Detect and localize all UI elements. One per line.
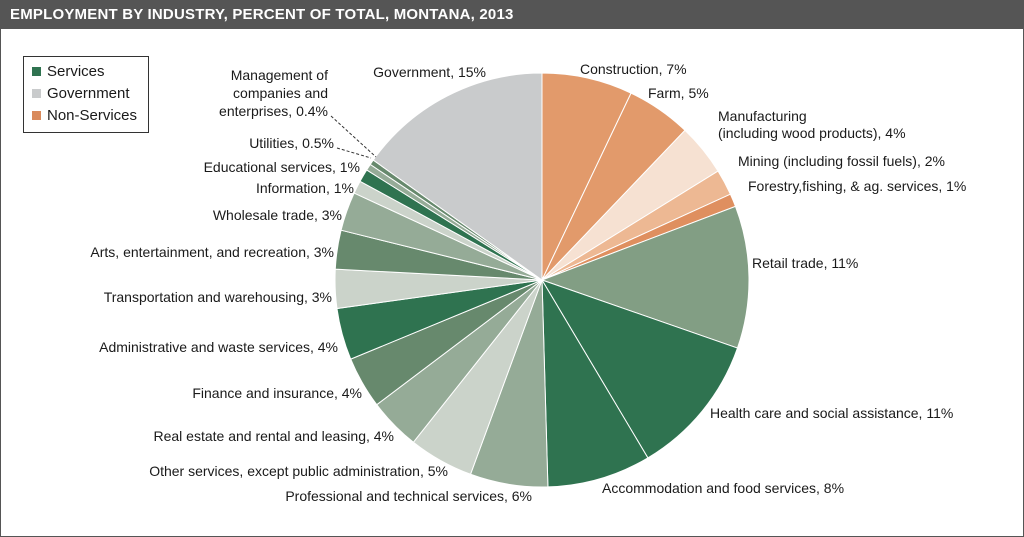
slice-label-line: Manufacturing bbox=[718, 108, 807, 124]
slice-label-line: (including wood products), 4% bbox=[718, 125, 906, 141]
slice-label-line: Arts, entertainment, and recreation, 3% bbox=[90, 244, 334, 260]
slice-label-line: Wholesale trade, 3% bbox=[213, 207, 342, 223]
slice-label: Arts, entertainment, and recreation, 3% bbox=[90, 244, 334, 260]
slice-label-line: Accommodation and food services, 8% bbox=[602, 480, 844, 496]
slice-label: Management of companies and enterprises, 0… bbox=[219, 67, 328, 119]
legend-swatch-services bbox=[32, 66, 41, 76]
slice-label: Information, 1% bbox=[256, 180, 354, 196]
legend-label-services: Services bbox=[47, 62, 105, 80]
slice-label-line: Information, 1% bbox=[256, 180, 354, 196]
slice-label-line: Mining (including fossil fuels), 2% bbox=[738, 153, 945, 169]
slice-label: Manufacturing (including wood products), … bbox=[718, 108, 906, 141]
legend-item-services: Services bbox=[32, 61, 105, 81]
slice-label: Utilities, 0.5% bbox=[249, 135, 334, 151]
slice-label: Educational services, 1% bbox=[204, 159, 360, 175]
legend-label-non-services: Non-Services bbox=[47, 106, 138, 124]
legend: Services Government Non-Services bbox=[23, 56, 149, 133]
legend-swatch-government bbox=[32, 88, 41, 98]
leader-line bbox=[336, 147, 372, 159]
pie-slice bbox=[372, 72, 543, 281]
slice-label: Health care and social assistance, 11% bbox=[710, 405, 953, 421]
slice-label-line: Educational services, 1% bbox=[204, 159, 360, 175]
slice-label-line: Other services, except public administra… bbox=[149, 463, 448, 479]
slice-label-line: Retail trade, 11% bbox=[752, 255, 858, 271]
slice-label-line: Finance and insurance, 4% bbox=[192, 385, 362, 401]
legend-swatch-non-services bbox=[32, 110, 41, 120]
pie-slice bbox=[540, 279, 739, 459]
slice-label: Construction, 7% bbox=[580, 61, 687, 77]
slice-label: Accommodation and food services, 8% bbox=[602, 480, 844, 496]
slice-label-line: Real estate and rental and leasing, 4% bbox=[154, 428, 395, 444]
slice-label: Government, 15% bbox=[373, 64, 486, 80]
leader-line bbox=[330, 115, 377, 158]
slice-label-line: Professional and technical services, 6% bbox=[285, 488, 532, 504]
pie-slice bbox=[541, 278, 649, 488]
slice-label-line: enterprises, 0.4% bbox=[219, 103, 328, 119]
slice-label: Finance and insurance, 4% bbox=[192, 385, 362, 401]
slice-label-line: Construction, 7% bbox=[580, 61, 687, 77]
slice-label-line: Administrative and waste services, 4% bbox=[99, 339, 338, 355]
slice-label: Mining (including fossil fuels), 2% bbox=[738, 153, 945, 169]
slice-label: Forestry,fishing, & ag. services, 1% bbox=[748, 178, 966, 194]
slice-label-line: Government, 15% bbox=[373, 64, 486, 80]
chart-title: EMPLOYMENT BY INDUSTRY, PERCENT OF TOTAL… bbox=[10, 6, 514, 23]
slice-label-line: Forestry,fishing, & ag. services, 1% bbox=[748, 178, 966, 194]
slice-label: Other services, except public administra… bbox=[149, 463, 448, 479]
slice-label: Farm, 5% bbox=[648, 85, 709, 101]
slice-label-line: companies and bbox=[233, 85, 328, 101]
slice-label: Retail trade, 11% bbox=[752, 255, 858, 271]
slice-label: Real estate and rental and leasing, 4% bbox=[154, 428, 395, 444]
slice-label-line: Health care and social assistance, 11% bbox=[710, 405, 953, 421]
slice-label-line: Management of bbox=[231, 67, 328, 83]
slice-label-line: Transportation and warehousing, 3% bbox=[104, 289, 332, 305]
slice-label-line: Farm, 5% bbox=[648, 85, 709, 101]
legend-label-government: Government bbox=[47, 84, 130, 102]
slice-label: Professional and technical services, 6% bbox=[285, 488, 532, 504]
legend-item-non-services: Non-Services bbox=[32, 105, 137, 125]
slice-label: Wholesale trade, 3% bbox=[213, 207, 342, 223]
slice-label: Administrative and waste services, 4% bbox=[99, 339, 338, 355]
pie-slice bbox=[540, 205, 750, 349]
legend-item-government: Government bbox=[32, 83, 130, 103]
title-bar: EMPLOYMENT BY INDUSTRY, PERCENT OF TOTAL… bbox=[1, 1, 1023, 29]
slice-label: Transportation and warehousing, 3% bbox=[104, 289, 332, 305]
slice-label-line: Utilities, 0.5% bbox=[249, 135, 334, 151]
